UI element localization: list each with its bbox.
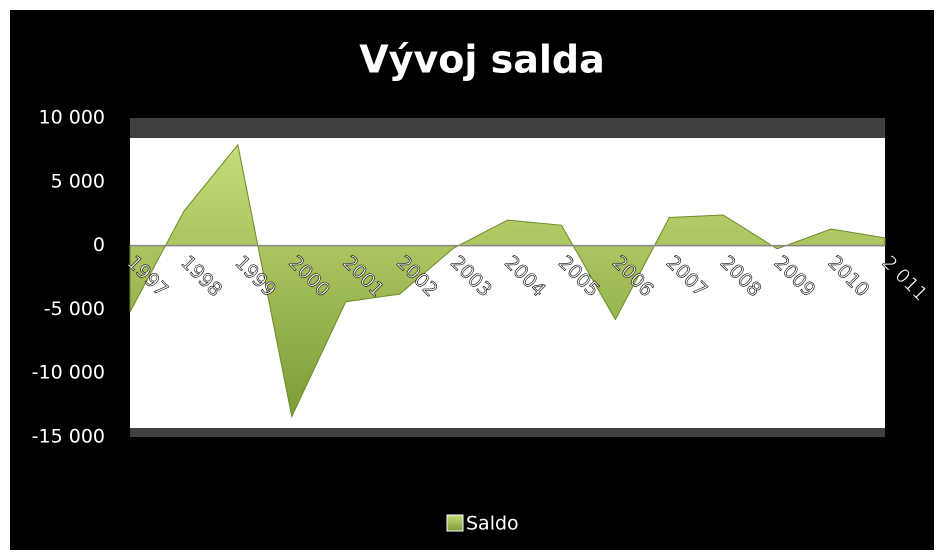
- y-tick-label: 0: [93, 234, 105, 256]
- y-tick-label: -10 000: [32, 362, 105, 384]
- y-tick-label: 5 000: [51, 170, 105, 192]
- legend-swatch: [446, 514, 464, 532]
- legend-label: Saldo: [466, 513, 519, 535]
- plot-area: [130, 138, 885, 428]
- chart-title: Vývoj salda: [359, 38, 604, 82]
- area: [129, 143, 886, 419]
- y-tick-label: 10 000: [39, 107, 105, 129]
- y-tick-label: -15 000: [32, 426, 105, 448]
- y-tick-label: -5 000: [44, 298, 105, 320]
